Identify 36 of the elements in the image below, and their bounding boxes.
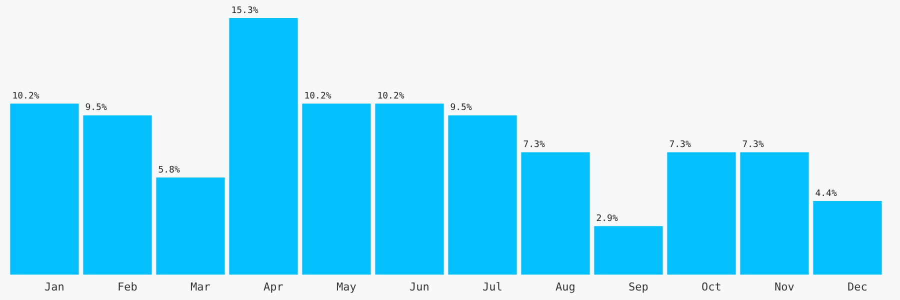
- data-label: 5.8%: [158, 165, 180, 176]
- bar: [375, 104, 444, 275]
- bar: [521, 152, 590, 275]
- x-tick-label: May: [336, 280, 357, 294]
- x-tick-label: Dec: [848, 280, 868, 294]
- bar: [156, 177, 225, 275]
- bar: [667, 152, 736, 275]
- x-tick-label: Mar: [190, 280, 211, 294]
- x-tick-label: Apr: [264, 280, 284, 294]
- bar: [594, 226, 663, 275]
- data-label: 10.2%: [377, 91, 405, 102]
- bar: [229, 18, 298, 275]
- bar: [813, 200, 882, 275]
- data-label: 15.3%: [231, 6, 259, 16]
- data-label: 7.3%: [669, 140, 692, 150]
- data-label: 7.3%: [523, 140, 546, 150]
- x-tick-label: Feb: [118, 280, 138, 294]
- x-tick-label: Aug: [556, 280, 576, 294]
- x-tick-label: Oct: [702, 280, 722, 294]
- x-tick-label: Nov: [774, 280, 795, 294]
- bar: [448, 115, 517, 275]
- data-label: 2.9%: [596, 214, 618, 224]
- data-label: 10.2%: [304, 91, 332, 102]
- bar: [10, 104, 79, 275]
- data-label: 10.2%: [12, 91, 40, 102]
- data-label: 7.3%: [742, 140, 764, 150]
- data-label: 9.5%: [450, 103, 472, 114]
- x-tick-label: Jul: [482, 280, 502, 294]
- x-tick-label: Jun: [410, 280, 430, 294]
- bar: [302, 104, 371, 275]
- bar: [740, 152, 809, 275]
- x-tick-label: Sep: [628, 280, 648, 294]
- bar: [83, 115, 152, 275]
- x-tick-label: Jan: [44, 280, 64, 294]
- data-label: 4.4%: [815, 188, 838, 199]
- data-label: 9.5%: [85, 103, 108, 114]
